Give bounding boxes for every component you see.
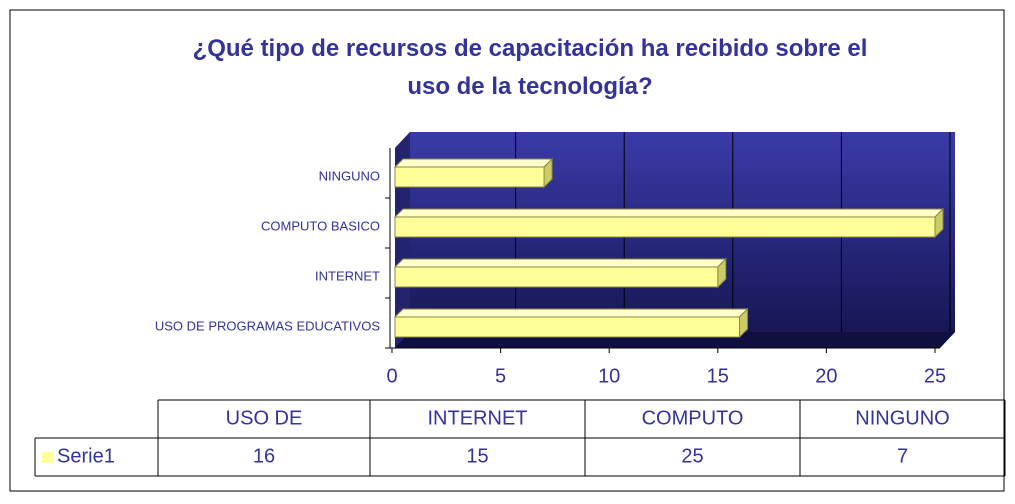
- table-header: NINGUNO: [855, 407, 949, 429]
- bar-top: [393, 158, 554, 168]
- table-value: 25: [681, 445, 703, 467]
- x-tick-label: 5: [495, 365, 506, 387]
- y-tick-label: INTERNET: [315, 268, 380, 283]
- table-value: 15: [466, 445, 488, 467]
- bar-top: [393, 258, 728, 268]
- table-value: 16: [253, 445, 275, 467]
- bar: [394, 166, 545, 188]
- bar-top: [393, 308, 749, 318]
- frame: [9, 9, 1005, 492]
- bar: [394, 316, 741, 338]
- y-tick-label: NINGUNO: [319, 168, 380, 183]
- table-header: USO DE: [226, 407, 303, 429]
- bar: [394, 266, 719, 288]
- x-tick-label: 25: [924, 365, 946, 387]
- x-tick-label: 0: [386, 365, 397, 387]
- bar: [394, 216, 936, 238]
- x-tick-label: 20: [815, 365, 837, 387]
- table-header: COMPUTO: [642, 407, 744, 429]
- bar-top: [393, 208, 945, 218]
- x-tick-label: 15: [707, 365, 729, 387]
- legend-label: Serie1: [57, 445, 115, 467]
- y-tick-label: COMPUTO BASICO: [261, 218, 380, 233]
- table-value: 7: [897, 445, 908, 467]
- x-tick-label: 10: [598, 365, 620, 387]
- y-tick-label: USO DE PROGRAMAS EDUCATIVOS: [155, 318, 380, 333]
- legend-swatch: [42, 452, 53, 463]
- table-header: INTERNET: [428, 407, 528, 429]
- chart-title: ¿Qué tipo de recursos de capacitación ha…: [192, 35, 868, 100]
